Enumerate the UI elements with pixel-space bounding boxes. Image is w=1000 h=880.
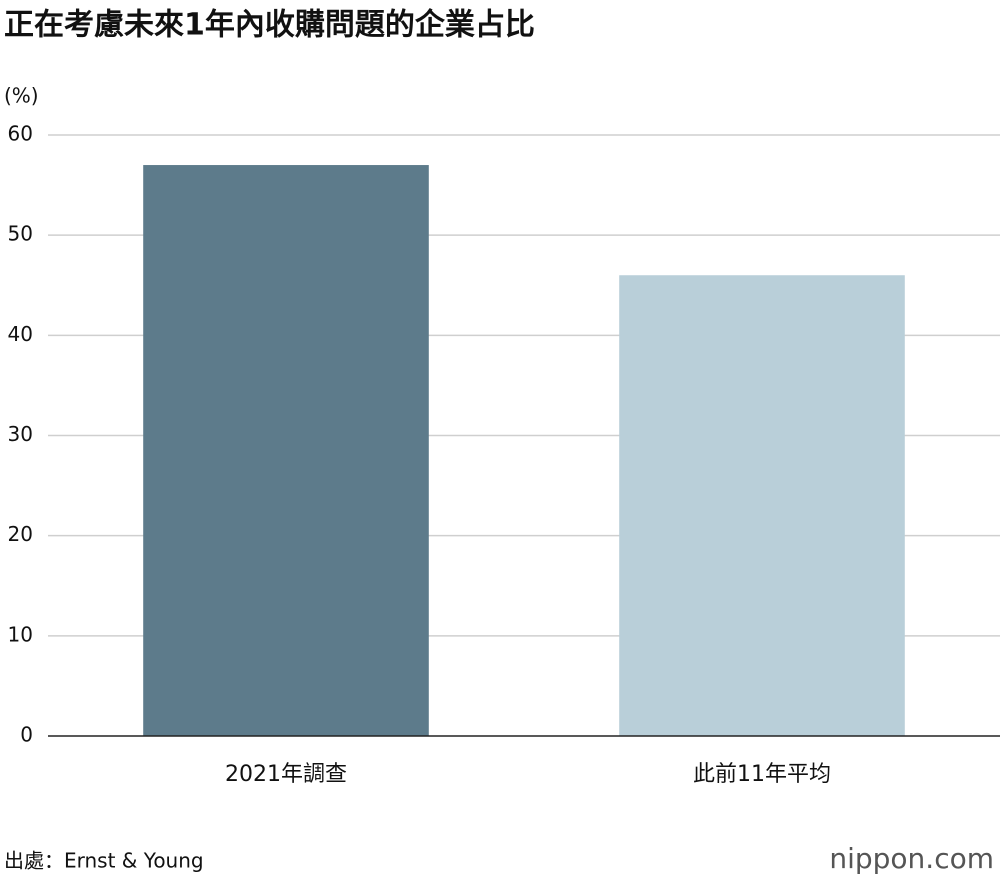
y-axis-label: (%)	[4, 84, 39, 108]
y-tick-label: 40	[8, 322, 33, 346]
logo: nippon.com	[829, 842, 994, 875]
source: 出處：Ernst & Young	[4, 849, 204, 873]
y-tick-label: 0	[20, 723, 33, 747]
bar	[143, 165, 429, 737]
y-tick-label: 10	[8, 622, 33, 646]
y-tick-label: 60	[8, 122, 33, 146]
y-tick-label: 50	[8, 222, 33, 246]
chart-title: 正在考慮未來1年內收購問題的企業占比	[4, 8, 535, 43]
x-tick-label: 此前11年平均	[693, 762, 831, 787]
y-tick-label: 20	[8, 522, 33, 546]
bar	[619, 275, 905, 736]
y-tick-label: 30	[8, 422, 33, 446]
x-tick-label: 2021年調查	[225, 762, 347, 787]
